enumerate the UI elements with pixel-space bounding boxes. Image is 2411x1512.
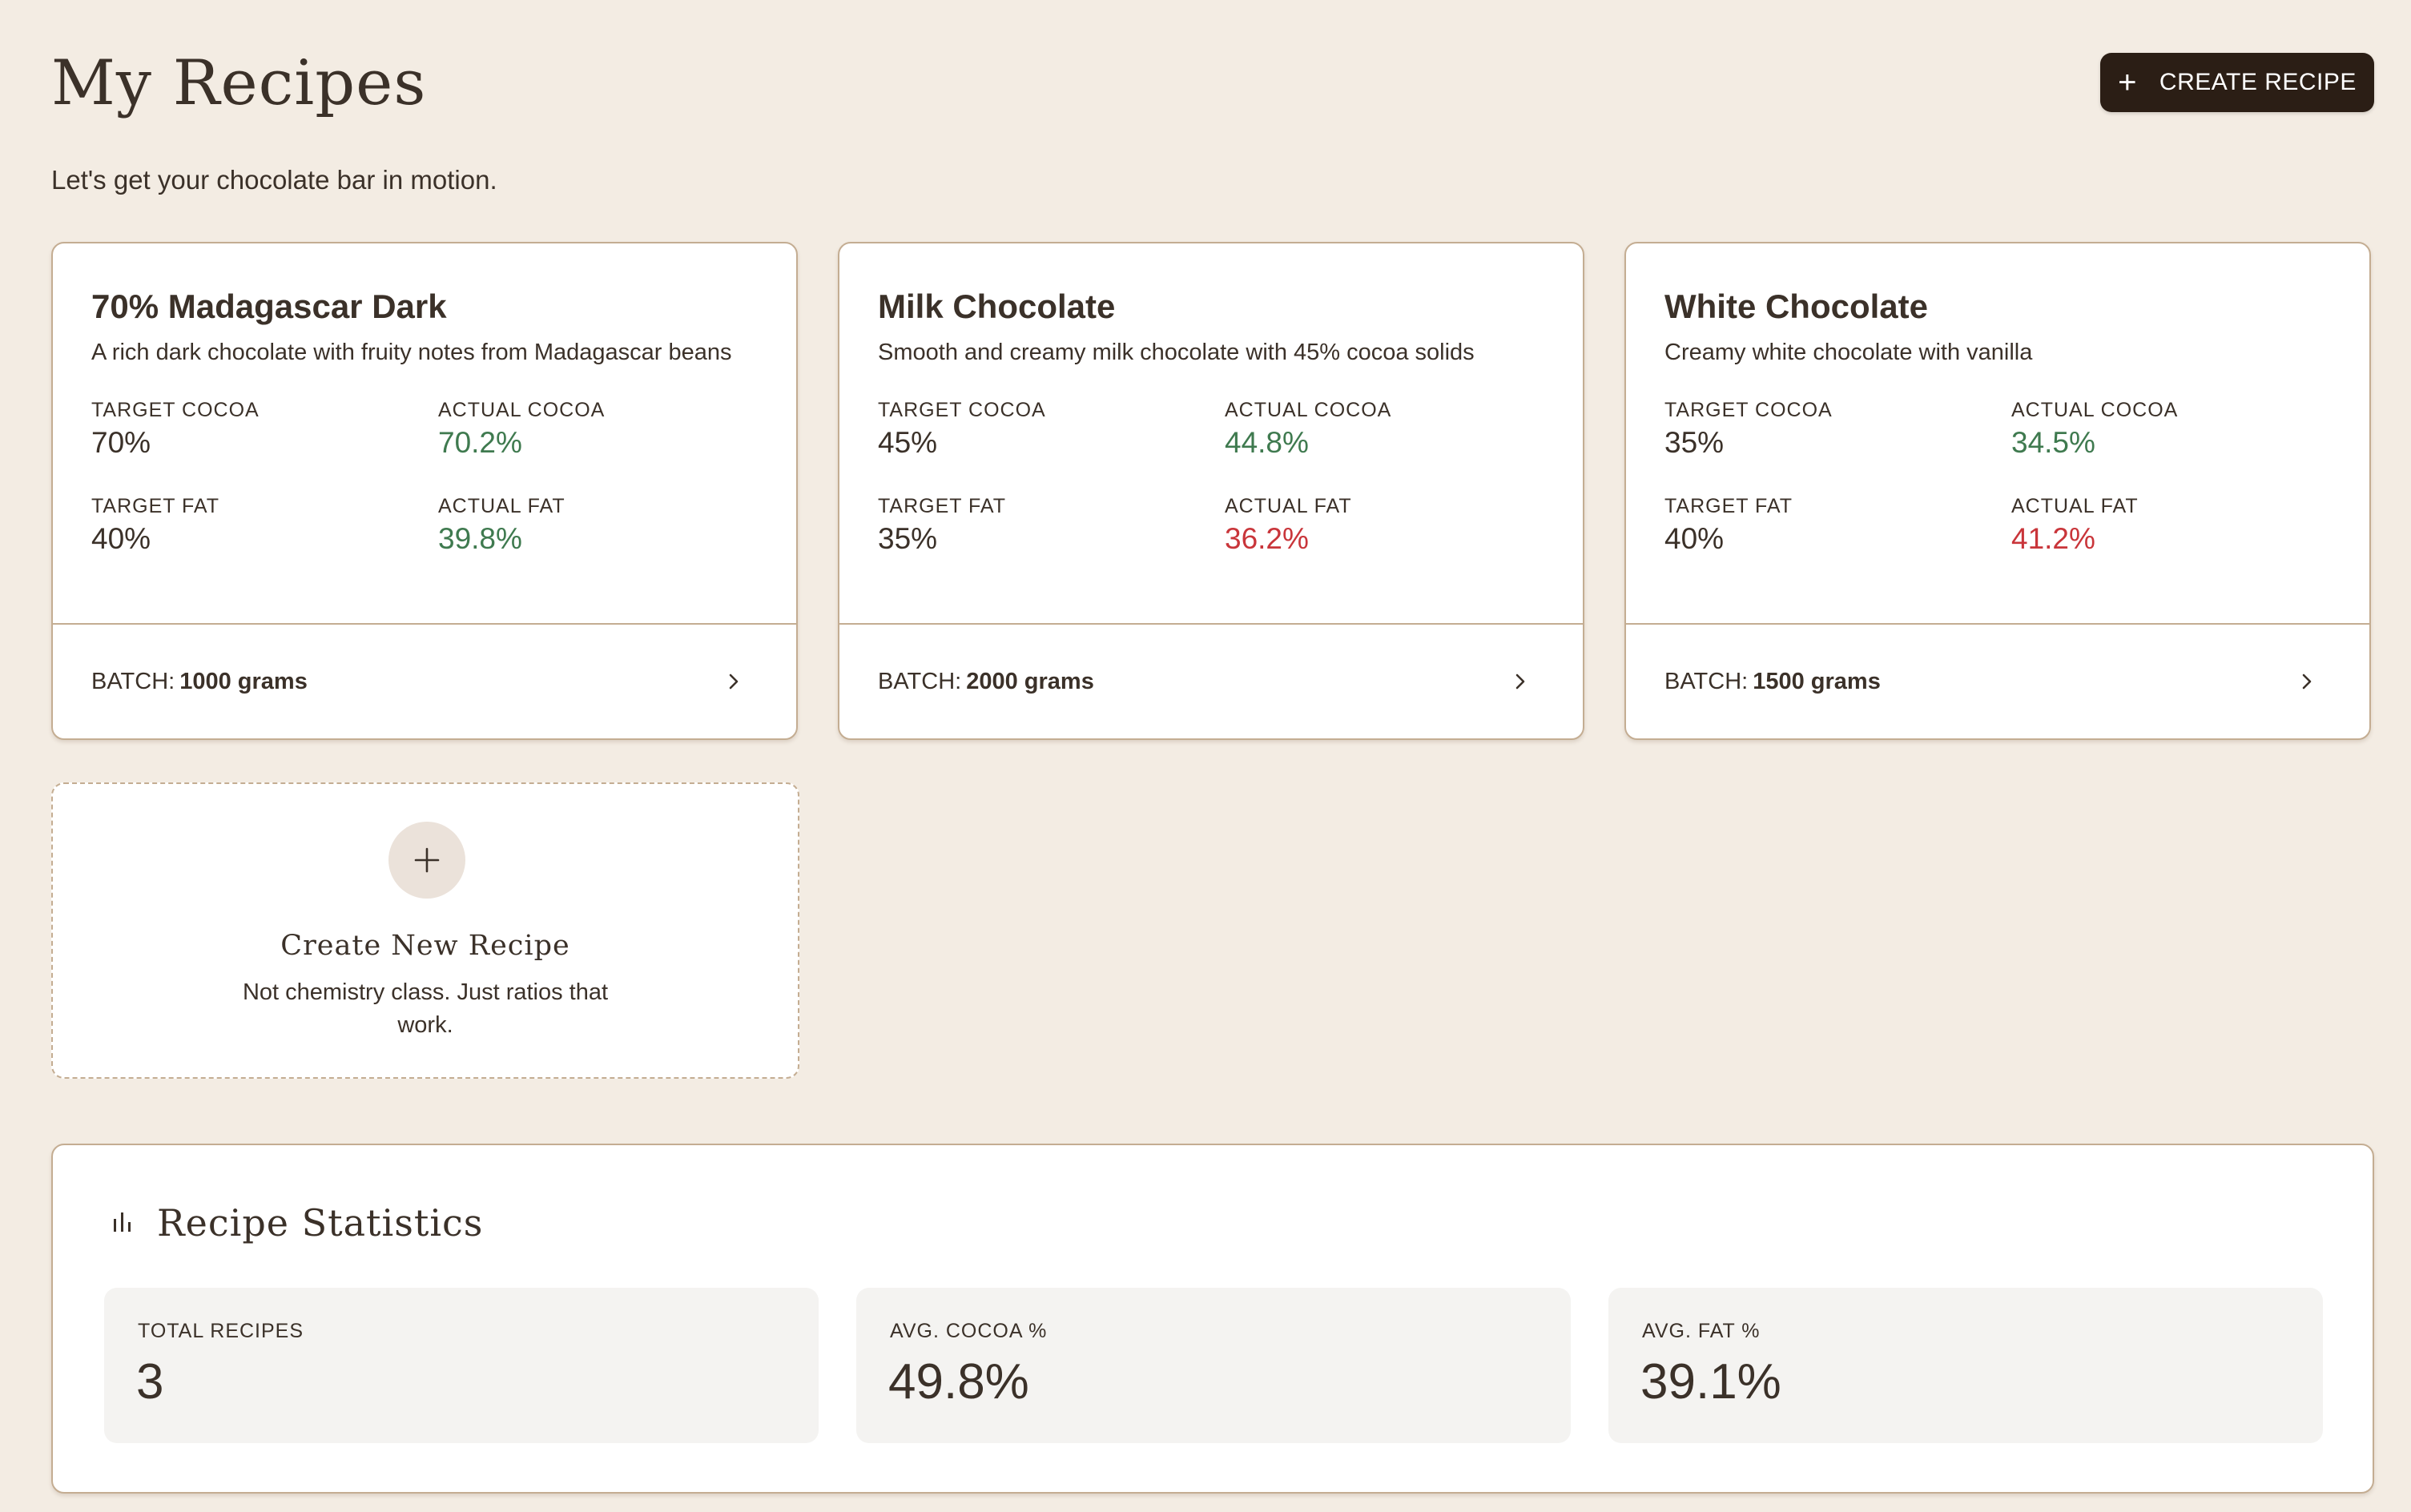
- total-recipes-tile: TOTAL RECIPES 3: [104, 1288, 819, 1443]
- batch-info: BATCH: 1000 grams: [91, 669, 308, 695]
- recipe-card-body: White Chocolate Creamy white chocolate w…: [1664, 285, 2337, 555]
- actual-cocoa-value: 70.2%: [438, 426, 522, 459]
- statistics-title: Recipe Statistics: [157, 1201, 484, 1245]
- recipe-description: Creamy white chocolate with vanilla: [1664, 340, 2033, 365]
- recipe-name: White Chocolate: [1664, 288, 1929, 325]
- create-recipe-button-label: CREATE RECIPE: [2159, 69, 2357, 95]
- recipe-description: Smooth and creamy milk chocolate with 45…: [878, 340, 1475, 365]
- tile-value: 3: [136, 1354, 164, 1409]
- create-new-recipe-description: Not chemistry class. Just ratios that wo…: [242, 979, 609, 1038]
- recipe-card[interactable]: 70% Madagascar Dark A rich dark chocolat…: [51, 242, 798, 740]
- recipe-name: 70% Madagascar Dark: [91, 288, 447, 325]
- plus-icon: +: [2118, 65, 2137, 100]
- stat-label: TARGET FAT: [878, 495, 1007, 517]
- actual-fat-stat: ACTUAL FAT 41.2%: [2011, 493, 2348, 559]
- stat-label: ACTUAL FAT: [2011, 495, 2139, 517]
- target-cocoa-stat: TARGET COCOA 70%: [91, 397, 428, 463]
- stat-label: TARGET COCOA: [91, 399, 260, 421]
- create-new-recipe-card[interactable]: Create New Recipe Not chemistry class. J…: [51, 782, 799, 1079]
- recipe-cards: 70% Madagascar Dark A rich dark chocolat…: [51, 242, 2374, 743]
- batch-value: 1000 grams: [179, 668, 308, 694]
- stat-label: ACTUAL COCOA: [1225, 399, 1392, 421]
- batch-info: BATCH: 2000 grams: [878, 669, 1094, 695]
- recipe-card-footer[interactable]: BATCH: 1500 grams: [1626, 623, 2369, 738]
- plus-icon[interactable]: [388, 822, 465, 899]
- target-fat-stat: TARGET FAT 40%: [1664, 493, 2001, 559]
- create-new-recipe-title: Create New Recipe: [280, 930, 570, 962]
- recipe-card[interactable]: White Chocolate Creamy white chocolate w…: [1624, 242, 2371, 740]
- recipe-card-body: 70% Madagascar Dark A rich dark chocolat…: [91, 285, 764, 555]
- chevron-right-icon[interactable]: [1504, 666, 1536, 698]
- batch-label: BATCH:: [878, 668, 962, 694]
- actual-cocoa-stat: ACTUAL COCOA 44.8%: [1225, 397, 1561, 463]
- target-fat-value: 35%: [878, 522, 938, 555]
- chevron-right-icon[interactable]: [718, 666, 750, 698]
- recipe-card-body: Milk Chocolate Smooth and creamy milk ch…: [878, 285, 1551, 555]
- recipe-description: A rich dark chocolate with fruity notes …: [91, 340, 732, 365]
- batch-value: 2000 grams: [966, 668, 1094, 694]
- tile-label: AVG. COCOA %: [890, 1320, 1048, 1342]
- actual-fat-value: 41.2%: [2011, 522, 2095, 555]
- stat-label: TARGET FAT: [1664, 495, 1793, 517]
- stat-label: ACTUAL COCOA: [438, 399, 606, 421]
- tile-label: TOTAL RECIPES: [138, 1320, 304, 1342]
- target-fat-value: 40%: [91, 522, 151, 555]
- stat-label: TARGET FAT: [91, 495, 220, 517]
- recipe-name: Milk Chocolate: [878, 288, 1116, 325]
- batch-value: 1500 grams: [1753, 668, 1881, 694]
- statistics-header: Recipe Statistics: [109, 1201, 483, 1245]
- actual-fat-stat: ACTUAL FAT 39.8%: [438, 493, 775, 559]
- page-subtitle: Let's get your chocolate bar in motion.: [51, 165, 497, 195]
- avg-fat-tile: AVG. FAT % 39.1%: [1608, 1288, 2323, 1443]
- target-cocoa-value: 35%: [1664, 426, 1725, 459]
- recipe-card-footer[interactable]: BATCH: 1000 grams: [53, 623, 796, 738]
- target-fat-stat: TARGET FAT 40%: [91, 493, 428, 559]
- batch-label: BATCH:: [91, 668, 175, 694]
- actual-fat-stat: ACTUAL FAT 36.2%: [1225, 493, 1561, 559]
- page-title: My Recipes: [51, 47, 427, 119]
- target-cocoa-stat: TARGET COCOA 45%: [878, 397, 1214, 463]
- stat-label: ACTUAL FAT: [438, 495, 566, 517]
- bar-chart-icon: [109, 1208, 136, 1239]
- recipe-card-footer[interactable]: BATCH: 2000 grams: [839, 623, 1583, 738]
- stat-label: TARGET COCOA: [1664, 399, 1833, 421]
- chevron-right-icon[interactable]: [2291, 666, 2323, 698]
- actual-cocoa-value: 34.5%: [2011, 426, 2095, 459]
- target-cocoa-value: 45%: [878, 426, 938, 459]
- actual-fat-value: 36.2%: [1225, 522, 1309, 555]
- actual-cocoa-stat: ACTUAL COCOA 34.5%: [2011, 397, 2348, 463]
- actual-cocoa-value: 44.8%: [1225, 426, 1309, 459]
- target-cocoa-stat: TARGET COCOA 35%: [1664, 397, 2001, 463]
- recipe-statistics-panel: Recipe Statistics TOTAL RECIPES 3 AVG. C…: [51, 1144, 2374, 1494]
- stat-label: ACTUAL COCOA: [2011, 399, 2179, 421]
- stat-label: TARGET COCOA: [878, 399, 1046, 421]
- page-header: My Recipes + CREATE RECIPE: [51, 45, 2374, 125]
- tile-label: AVG. FAT %: [1642, 1320, 1761, 1342]
- create-recipe-button[interactable]: + CREATE RECIPE: [2100, 53, 2374, 112]
- avg-cocoa-tile: AVG. COCOA % 49.8%: [856, 1288, 1571, 1443]
- actual-fat-value: 39.8%: [438, 522, 522, 555]
- tile-value: 39.1%: [1640, 1354, 1781, 1409]
- stat-label: ACTUAL FAT: [1225, 495, 1352, 517]
- batch-info: BATCH: 1500 grams: [1664, 669, 1881, 695]
- recipe-card[interactable]: Milk Chocolate Smooth and creamy milk ch…: [838, 242, 1584, 740]
- actual-cocoa-stat: ACTUAL COCOA 70.2%: [438, 397, 775, 463]
- tile-value: 49.8%: [888, 1354, 1029, 1409]
- target-fat-stat: TARGET FAT 35%: [878, 493, 1214, 559]
- batch-label: BATCH:: [1664, 668, 1749, 694]
- target-cocoa-value: 70%: [91, 426, 151, 459]
- target-fat-value: 40%: [1664, 522, 1725, 555]
